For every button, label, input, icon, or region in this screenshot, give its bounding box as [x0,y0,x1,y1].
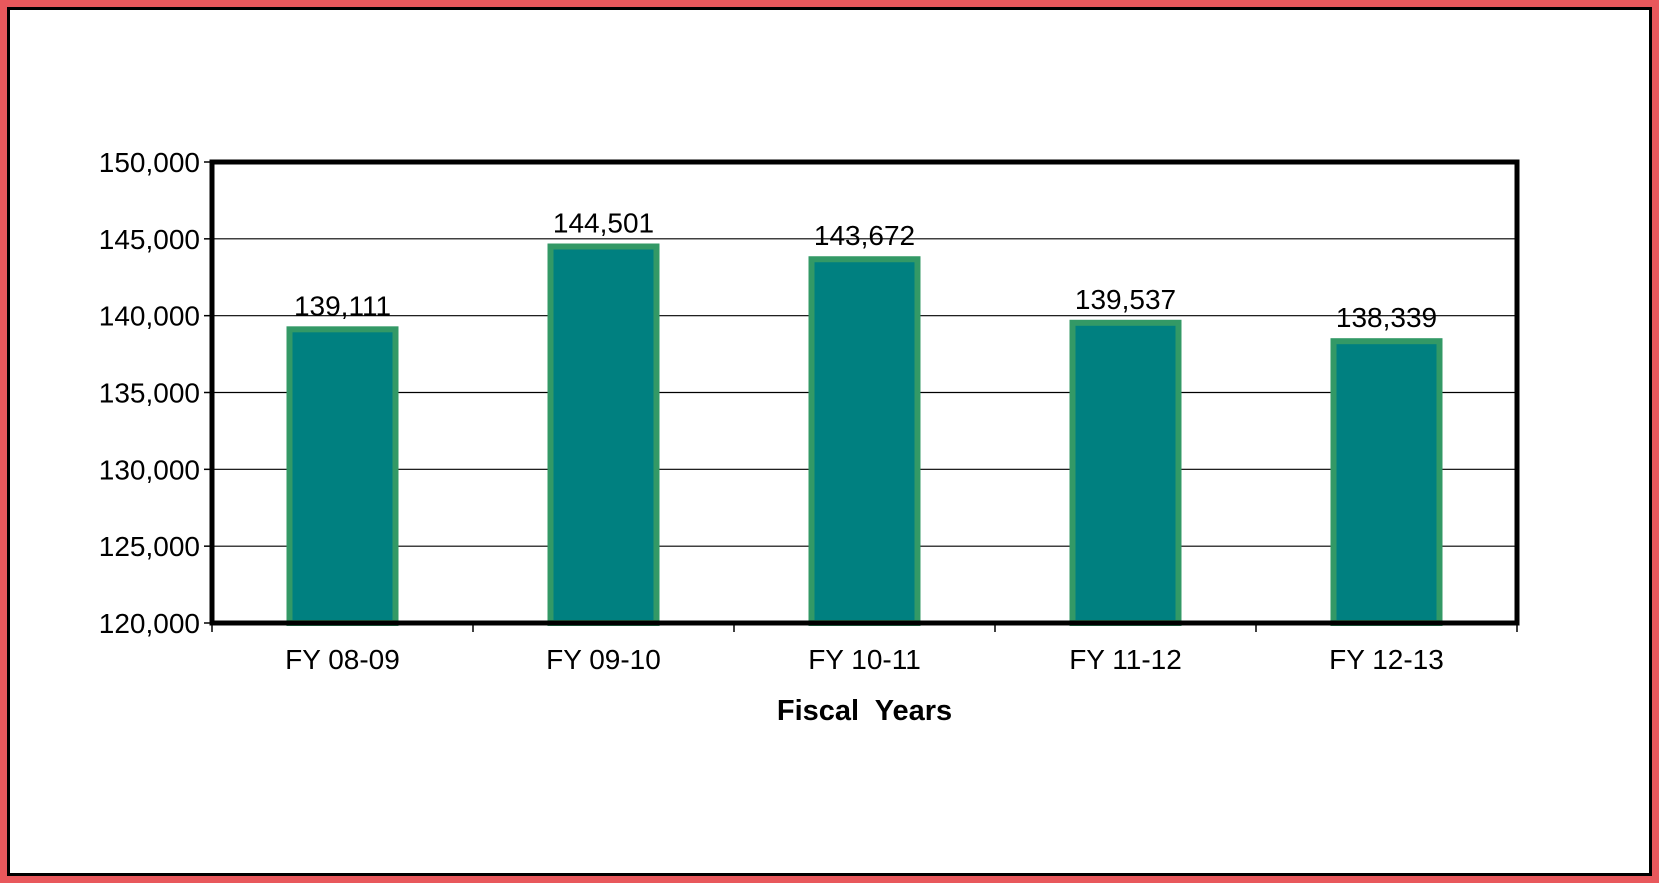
y-tick-label: 130,000 [99,454,200,485]
data-label: 144,501 [553,208,654,239]
bar [1069,319,1182,626]
y-tick-label: 150,000 [99,147,200,178]
bar [1330,338,1443,626]
data-labels: 139,111 144,501 143,672 139,537 138,339 [294,208,1437,334]
y-tick-label: 135,000 [99,378,200,409]
y-tick-label: 145,000 [99,224,200,255]
y-tick-label: 140,000 [99,301,200,332]
bars [286,243,1443,626]
x-tick-label: FY 11-12 [1069,644,1182,675]
y-tick-label: 125,000 [99,531,200,562]
bar [286,326,399,626]
bar [808,256,921,626]
x-axis-ticks: FY 08-09 FY 09-10 FY 10-11 FY 11-12 FY 12-13 [211,623,1518,675]
data-label: 139,537 [1075,284,1176,315]
x-tick-label: FY 10-11 [808,644,921,675]
y-tick-label: 120,000 [99,608,200,639]
x-tick-label: FY 09-10 [546,644,661,675]
bar [547,243,660,626]
x-tick-label: FY 12-13 [1329,644,1444,675]
data-label: 143,672 [814,220,915,251]
x-tick-label: FY 08-09 [285,644,400,675]
y-axis-ticks: 120,000 125,000 130,000 135,000 140,000 145,0… [99,147,212,639]
data-label: 138,339 [1336,302,1437,333]
x-axis-title: Fiscal Years [777,695,952,727]
data-label: 139,111 [294,290,391,321]
